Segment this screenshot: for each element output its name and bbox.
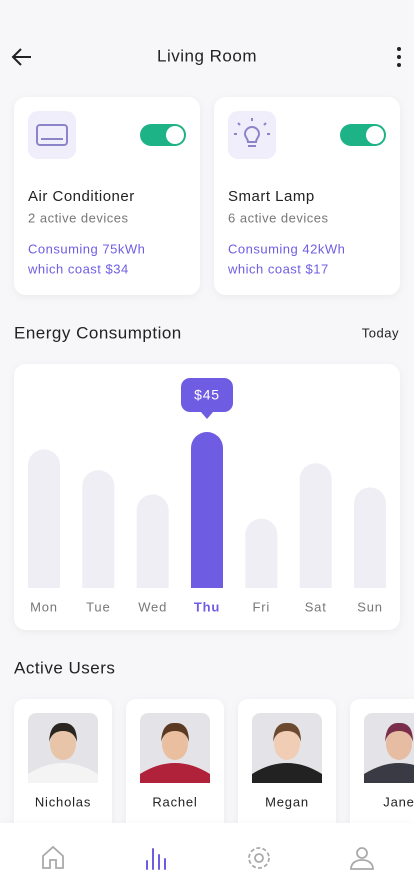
avatar-body bbox=[252, 763, 322, 783]
x-tick-label: Tue bbox=[86, 599, 110, 614]
avatar-body bbox=[28, 763, 98, 783]
avatar-body bbox=[140, 763, 210, 783]
bar[interactable] bbox=[299, 463, 332, 588]
bar[interactable] bbox=[136, 494, 169, 588]
bar[interactable] bbox=[82, 470, 115, 588]
avatar-hair bbox=[49, 722, 77, 742]
device-card[interactable]: Air Conditioner 2 active devices Consumi… bbox=[14, 97, 200, 295]
nav-stats[interactable] bbox=[146, 848, 166, 870]
device-cost: which coast $17 bbox=[227, 261, 329, 276]
device-count: 2 active devices bbox=[28, 210, 129, 225]
nav-profile[interactable] bbox=[350, 847, 374, 870]
device-name: Air Conditioner bbox=[28, 188, 135, 205]
bar[interactable] bbox=[354, 487, 386, 588]
avatar-body bbox=[364, 763, 414, 783]
device-cost: which coast $34 bbox=[27, 261, 129, 276]
menu-button[interactable] bbox=[397, 47, 401, 67]
bar[interactable] bbox=[28, 449, 60, 588]
x-tick-label: Sat bbox=[305, 599, 327, 614]
x-tick-label: Fri bbox=[253, 599, 271, 614]
value-label: $45 bbox=[194, 387, 220, 403]
x-tick-label: Mon bbox=[30, 599, 58, 614]
user-card[interactable]: Megan bbox=[238, 699, 336, 839]
tooltip bbox=[181, 378, 233, 412]
chart: Mon Tue Wed Thu $45 Fri Sat Sun bbox=[28, 378, 386, 614]
user-name: Nicholas bbox=[35, 794, 91, 809]
avatar-hair bbox=[161, 722, 189, 742]
user-card[interactable]: Jane bbox=[350, 699, 414, 839]
user-name: Jane bbox=[383, 794, 414, 809]
user-name: Megan bbox=[265, 794, 309, 809]
device-consumption: Consuming 42kWh bbox=[228, 241, 345, 256]
bar[interactable] bbox=[191, 432, 223, 588]
user-card[interactable]: Rachel bbox=[126, 699, 224, 839]
period-selector[interactable]: Today bbox=[362, 325, 399, 340]
avatar-face bbox=[274, 728, 300, 760]
x-tick-label: Wed bbox=[138, 599, 167, 614]
avatar bbox=[28, 713, 98, 783]
bar[interactable] bbox=[245, 518, 278, 588]
user-card[interactable]: Nicholas bbox=[14, 699, 112, 839]
device-name: Smart Lamp bbox=[228, 188, 315, 205]
avatar-face bbox=[386, 728, 412, 760]
x-tick-label: Sun bbox=[357, 599, 383, 614]
avatar-hair bbox=[385, 722, 413, 742]
page-title: Living Room bbox=[157, 46, 257, 65]
section-title: Active Users bbox=[14, 658, 115, 677]
device-consumption: Consuming 75kWh bbox=[28, 241, 145, 256]
user-list: Nicholas Rachel Megan Jane bbox=[14, 699, 414, 839]
avatar-face bbox=[162, 728, 188, 760]
avatar bbox=[364, 713, 414, 783]
back-button[interactable] bbox=[11, 48, 31, 66]
avatar bbox=[252, 713, 322, 783]
avatar-hair bbox=[273, 722, 301, 742]
avatar bbox=[140, 713, 210, 783]
tooltip-pointer bbox=[201, 412, 213, 419]
x-tick-label: Thu bbox=[194, 599, 220, 614]
device-count: 6 active devices bbox=[228, 210, 329, 225]
bottom-nav bbox=[0, 823, 414, 896]
device-card[interactable]: Smart Lamp 6 active devices Consuming 42… bbox=[214, 97, 400, 295]
avatar-face bbox=[50, 728, 76, 760]
user-name: Rachel bbox=[152, 794, 197, 809]
nav-home[interactable] bbox=[42, 845, 64, 869]
section-title: Energy Consumption bbox=[14, 323, 182, 342]
nav-settings[interactable] bbox=[248, 847, 270, 869]
